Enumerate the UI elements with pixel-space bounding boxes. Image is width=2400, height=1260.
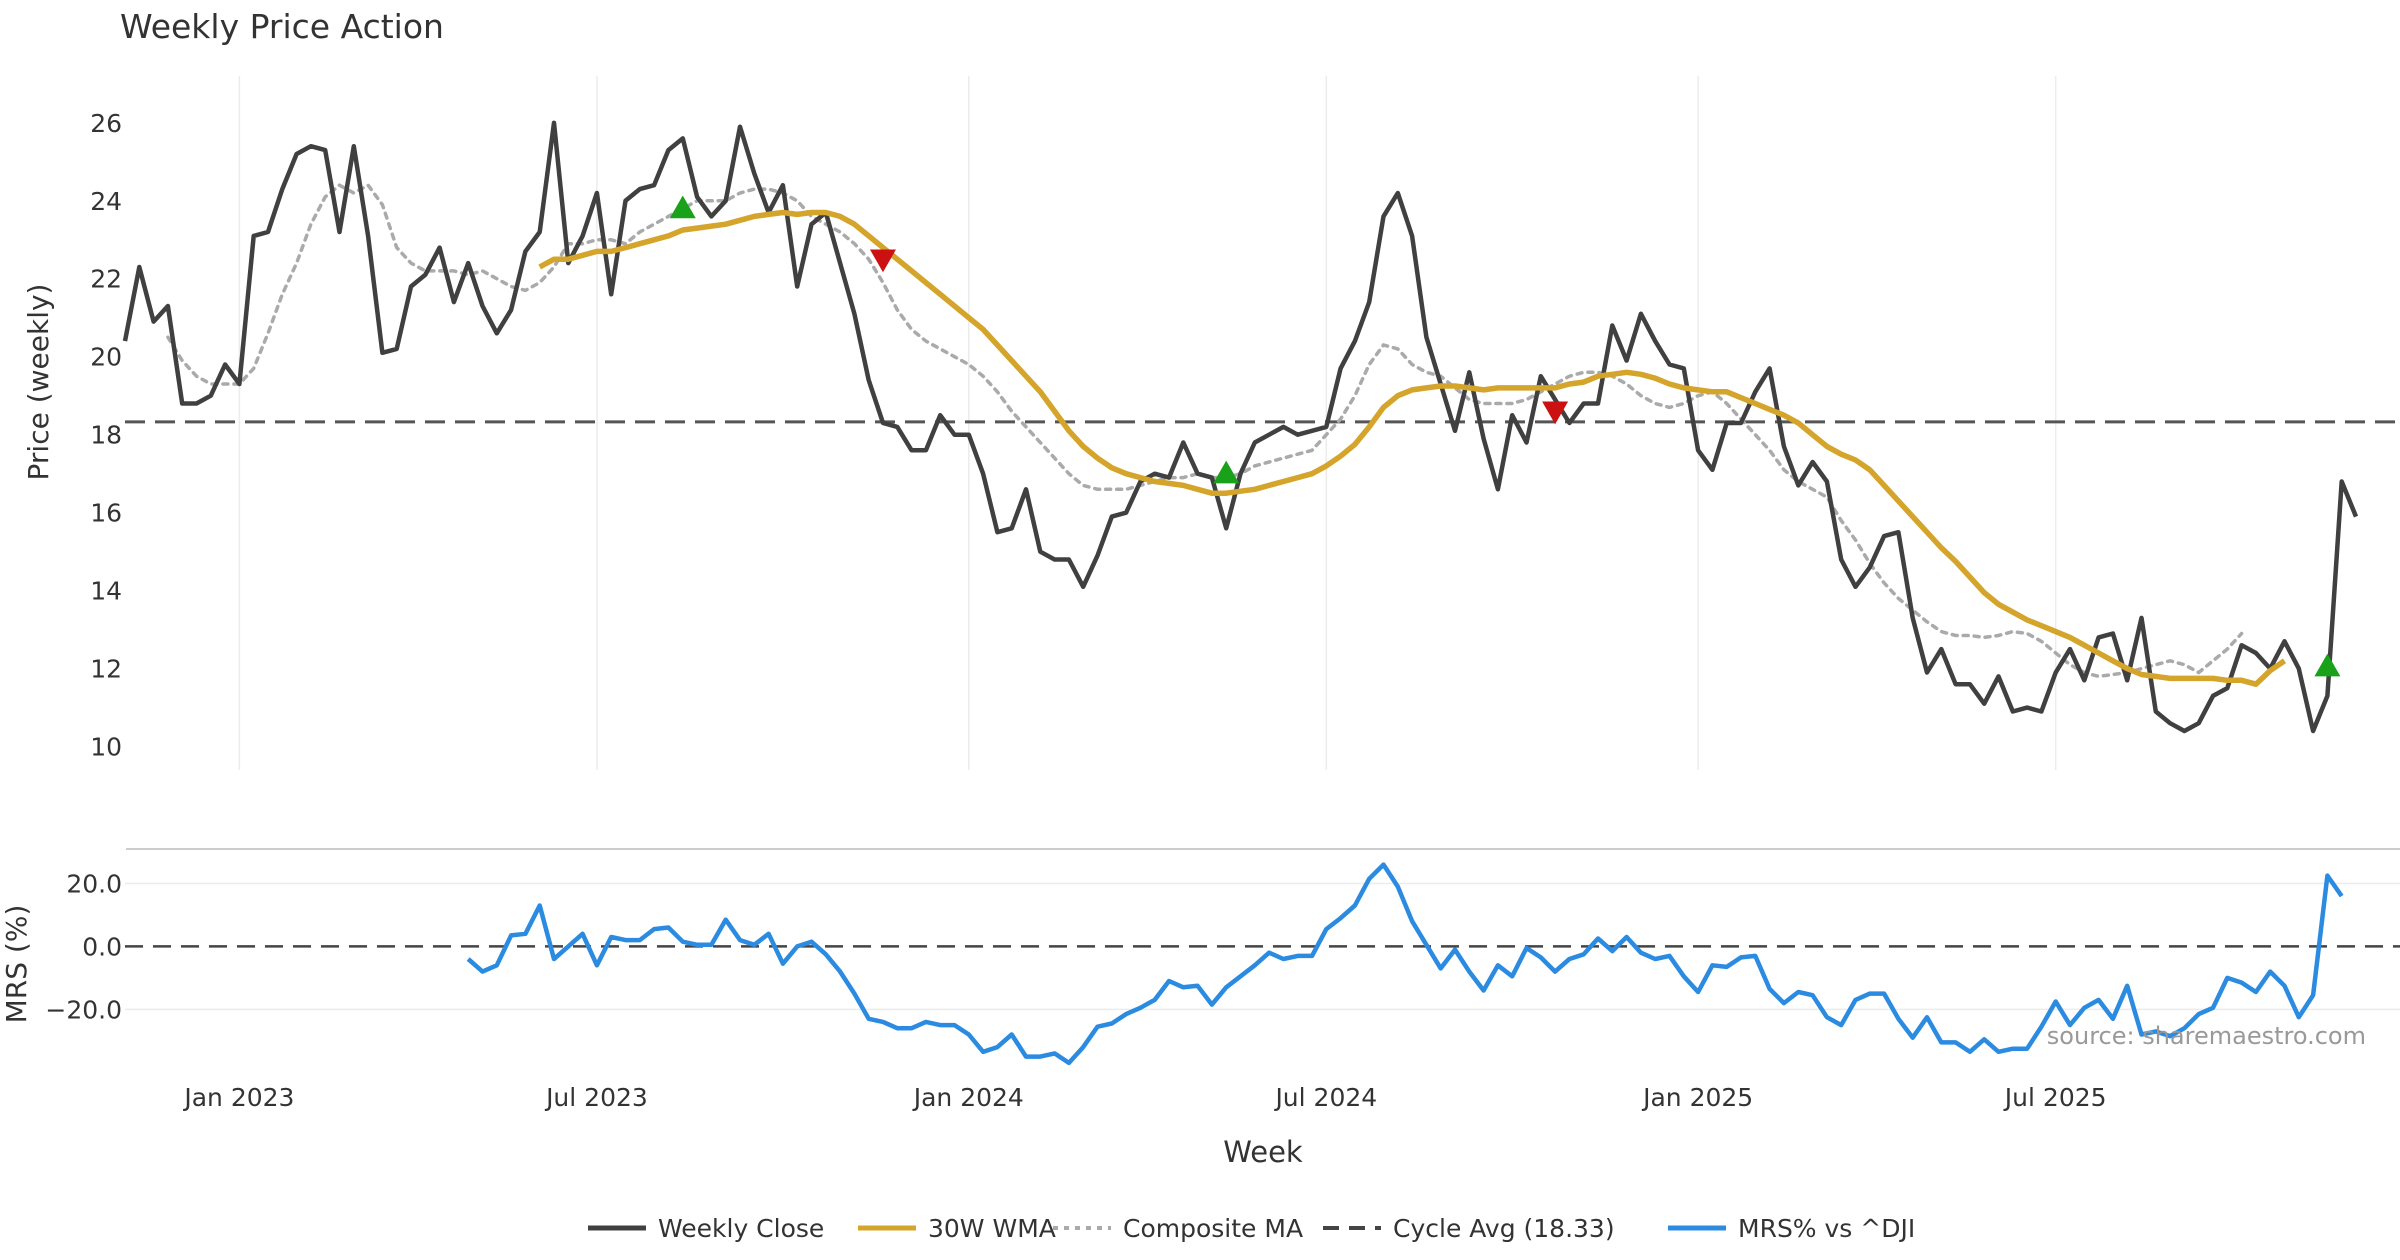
y-tick-label: 12: [90, 655, 122, 684]
buy-signal-marker: [1213, 460, 1240, 484]
bottom-y-axis: 20.0 0.0 −20.0: [45, 869, 122, 1024]
y-tick-label: 14: [90, 577, 122, 606]
legend-label: Weekly Close: [658, 1214, 824, 1243]
wma-30w-line: [538, 209, 2287, 687]
y-tick-label: 16: [90, 499, 122, 528]
x-tick-label: Jul 2024: [1273, 1083, 1377, 1112]
legend-label: MRS% vs ^DJI: [1738, 1214, 1915, 1243]
x-axis-label: Week: [1223, 1135, 1303, 1169]
composite-ma-line: [166, 182, 2244, 679]
chart-title: Weekly Price Action: [120, 7, 444, 46]
y-tick-label: 18: [90, 421, 122, 450]
top-y-axis: 10 12 14 16 18 20 22 24 26: [90, 109, 122, 762]
watermark-text: source: sharemaestro.com: [2047, 1022, 2366, 1050]
y-tick-label: 26: [90, 109, 122, 138]
y-tick-label: 24: [90, 187, 122, 216]
sell-signal-marker: [869, 249, 896, 273]
legend: Weekly Close 30W WMA Composite MA Cycle Avg…: [588, 1214, 1915, 1243]
sell-signal-marker: [1542, 401, 1569, 425]
x-tick-label: Jan 2025: [1641, 1083, 1753, 1112]
y-tick-label: 22: [90, 265, 122, 294]
x-tick-label: Jul 2025: [2003, 1083, 2107, 1112]
bottom-series: [466, 862, 2344, 1066]
legend-label: Cycle Avg (18.33): [1393, 1214, 1615, 1243]
bottom-y-axis-label: MRS (%): [0, 905, 33, 1024]
x-tick-label: Jul 2023: [544, 1083, 648, 1112]
weekly-close-line: [122, 120, 2359, 734]
x-axis: Jan 2023 Jul 2023 Jan 2024 Jul 2024 Jan 2025…: [182, 1083, 2106, 1112]
legend-label: 30W WMA: [928, 1214, 1056, 1243]
y-tick-label: 20.0: [66, 869, 122, 898]
x-tick-label: Jan 2023: [182, 1083, 294, 1112]
legend-label: Composite MA: [1123, 1214, 1303, 1243]
y-tick-label: −20.0: [45, 995, 122, 1024]
buy-signal-marker: [669, 195, 696, 219]
y-tick-label: 0.0: [82, 932, 122, 961]
top-y-axis-label: Price (weekly): [22, 284, 55, 481]
top-series: [122, 120, 2359, 734]
signal-markers: [669, 195, 2341, 677]
buy-signal-marker: [2314, 653, 2341, 677]
x-tick-label: Jan 2024: [912, 1083, 1024, 1112]
mrs-line: [466, 862, 2344, 1066]
y-tick-label: 20: [90, 343, 122, 372]
bottom-grid: [125, 882, 2400, 1011]
y-tick-label: 10: [90, 733, 122, 762]
